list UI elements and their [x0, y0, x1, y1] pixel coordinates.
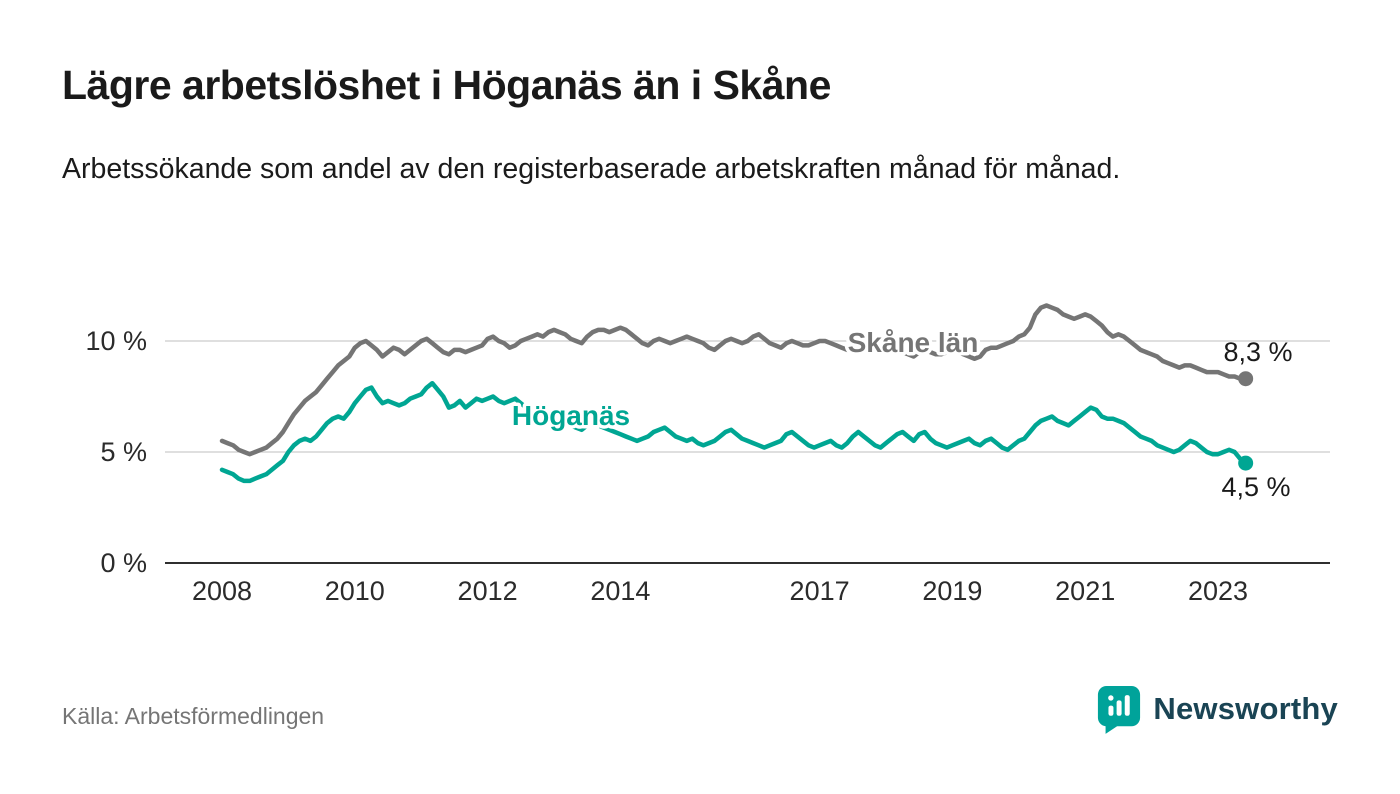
- x-tick-label: 2023: [1188, 576, 1248, 606]
- chart-title: Lägre arbetslöshet i Höganäs än i Skåne: [62, 62, 831, 108]
- chart-subtitle: Arbetssökande som andel av den registerb…: [62, 153, 1121, 185]
- x-tick-label: 2010: [325, 576, 385, 606]
- x-tick-label: 2014: [590, 576, 650, 606]
- newsworthy-logo-icon: [1098, 686, 1141, 734]
- series-line-sk-ne-l-n: [219, 303, 1248, 457]
- series-line-h-gan-s: [219, 380, 1248, 484]
- x-tick-label: 2019: [922, 576, 982, 606]
- y-tick-label: 5 %: [100, 437, 147, 467]
- x-tick-label: 2017: [790, 576, 850, 606]
- newsworthy-brand: Newsworthy: [1096, 684, 1338, 734]
- series-end-dot: [1238, 371, 1254, 387]
- series-end-value: 8,3 %: [1223, 337, 1292, 367]
- y-tick-label: 10 %: [85, 326, 147, 356]
- x-tick-label: 2008: [192, 576, 252, 606]
- x-tick-label: 2012: [458, 576, 518, 606]
- x-tick-label: 2021: [1055, 576, 1115, 606]
- source-attribution: Källa: Arbetsförmedlingen: [62, 703, 325, 729]
- series-end-value: 4,5 %: [1221, 472, 1290, 502]
- y-tick-label: 0 %: [100, 548, 147, 578]
- newsworthy-wordmark: Newsworthy: [1153, 691, 1338, 726]
- series-end-dot: [1238, 455, 1254, 471]
- series-label: Skåne län: [848, 327, 979, 358]
- series-label: Höganäs: [512, 400, 630, 431]
